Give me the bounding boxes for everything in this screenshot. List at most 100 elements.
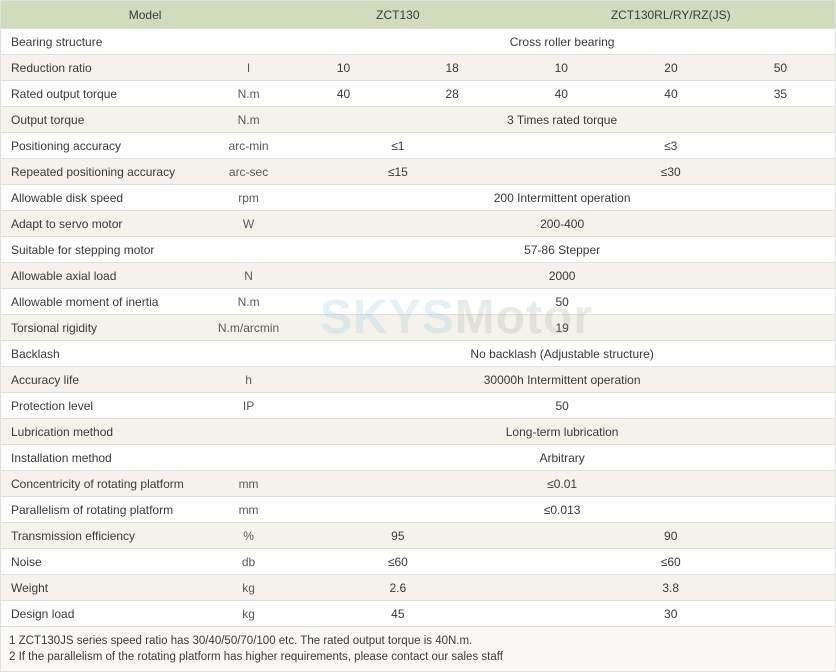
- table-row: Rated output torqueN.m4028404035: [1, 81, 836, 107]
- table-row: Backlash No backlash (Adjustable structur…: [1, 341, 836, 367]
- row-value: 200 Intermittent operation: [289, 185, 835, 211]
- row-value: ≤15: [289, 159, 506, 185]
- row-value: ≤1: [289, 133, 506, 159]
- row-value: 45: [289, 601, 506, 627]
- row-label: Installation method: [1, 445, 208, 471]
- row-value: ≤0.01: [289, 471, 835, 497]
- row-value: 20: [616, 55, 726, 81]
- row-unit: h: [208, 367, 289, 393]
- table-row: Allowable moment of inertiaN.m50: [1, 289, 836, 315]
- row-unit: [208, 29, 289, 55]
- row-unit: mm: [208, 497, 289, 523]
- row-label: Noise: [1, 549, 208, 575]
- row-value: No backlash (Adjustable structure): [289, 341, 835, 367]
- row-label: Transmission efficiency: [1, 523, 208, 549]
- row-value: 50: [289, 289, 835, 315]
- row-label: Suitable for stepping motor: [1, 237, 208, 263]
- table-row: Output torqueN.m3 Times rated torque: [1, 107, 836, 133]
- table-row: Lubrication methodLong-term lubrication: [1, 419, 836, 445]
- row-unit: W: [208, 211, 289, 237]
- table-row: Reduction ratioI1018102050: [1, 55, 836, 81]
- table-row: Concentricity of rotating platformmm≤0.0…: [1, 471, 836, 497]
- row-value: 57-86 Stepper: [289, 237, 835, 263]
- row-label: Repeated positioning accuracy: [1, 159, 208, 185]
- row-value: 10: [289, 55, 398, 81]
- row-value: 2.6: [289, 575, 506, 601]
- table-row: Accuracy lifeh30000h Intermittent operat…: [1, 367, 836, 393]
- row-value: 40: [616, 81, 726, 107]
- row-unit: mm: [208, 471, 289, 497]
- row-unit: arc-sec: [208, 159, 289, 185]
- row-unit: kg: [208, 575, 289, 601]
- row-label: Accuracy life: [1, 367, 208, 393]
- row-unit: N.m: [208, 107, 289, 133]
- table-header-row: Model ZCT130 ZCT130RL/RY/RZ(JS): [1, 1, 836, 29]
- row-label: Positioning accuracy: [1, 133, 208, 159]
- row-value: ≤60: [506, 549, 835, 575]
- row-value: 50: [289, 393, 835, 419]
- row-label: Allowable disk speed: [1, 185, 208, 211]
- row-unit: [208, 237, 289, 263]
- row-value: ≤3: [506, 133, 835, 159]
- table-row: Adapt to servo motorW200-400: [1, 211, 836, 237]
- table-row: Transmission efficiency%9590: [1, 523, 836, 549]
- row-value: 200-400: [289, 211, 835, 237]
- table-row: Positioning accuracyarc-min≤1≤3: [1, 133, 836, 159]
- row-value: 19: [289, 315, 835, 341]
- header-col2: ZCT130RL/RY/RZ(JS): [506, 1, 835, 29]
- table-row: Installation method Arbitrary: [1, 445, 836, 471]
- table-row: Design loadkg4530: [1, 601, 836, 627]
- row-value: 40: [289, 81, 398, 107]
- row-value: 2000: [289, 263, 835, 289]
- row-value: 30000h Intermittent operation: [289, 367, 835, 393]
- row-label: Rated output torque: [1, 81, 208, 107]
- row-label: Output torque: [1, 107, 208, 133]
- footnotes: 1 ZCT130JS series speed ratio has 30/40/…: [0, 627, 836, 672]
- row-unit: kg: [208, 601, 289, 627]
- row-label: Backlash: [1, 341, 208, 367]
- table-row: Allowable disk speedrpm200 Intermittent …: [1, 185, 836, 211]
- row-value: 35: [726, 81, 836, 107]
- row-value: 50: [726, 55, 836, 81]
- footnote-1: 1 ZCT130JS series speed ratio has 30/40/…: [9, 633, 827, 649]
- row-unit: I: [208, 55, 289, 81]
- table-row: Torsional rigidityN.m/arcmin19: [1, 315, 836, 341]
- row-unit: [208, 419, 289, 445]
- row-label: Allowable axial load: [1, 263, 208, 289]
- row-value: 10: [506, 55, 616, 81]
- table-row: Allowable axial loadN2000: [1, 263, 836, 289]
- row-unit: IP: [208, 393, 289, 419]
- row-value: 40: [506, 81, 616, 107]
- row-unit: N.m: [208, 289, 289, 315]
- row-value: 3 Times rated torque: [289, 107, 835, 133]
- header-model: Model: [1, 1, 290, 29]
- row-label: Concentricity of rotating platform: [1, 471, 208, 497]
- footnote-2: 2 If the parallelism of the rotating pla…: [9, 649, 827, 665]
- row-label: Design load: [1, 601, 208, 627]
- row-label: Protection level: [1, 393, 208, 419]
- table-row: Bearing structureCross roller bearing: [1, 29, 836, 55]
- row-value: ≤30: [506, 159, 835, 185]
- row-value: Arbitrary: [289, 445, 835, 471]
- row-unit: [208, 341, 289, 367]
- row-value: 3.8: [506, 575, 835, 601]
- table-row: Parallelism of rotating platformmm≤0.013: [1, 497, 836, 523]
- row-value: 90: [506, 523, 835, 549]
- row-label: Allowable moment of inertia: [1, 289, 208, 315]
- row-value: 18: [398, 55, 507, 81]
- row-label: Weight: [1, 575, 208, 601]
- row-value: ≤0.013: [289, 497, 835, 523]
- row-value: 30: [506, 601, 835, 627]
- table-row: Repeated positioning accuracyarc-sec≤15≤…: [1, 159, 836, 185]
- row-value: ≤60: [289, 549, 506, 575]
- table-row: Protection levelIP50: [1, 393, 836, 419]
- row-label: Adapt to servo motor: [1, 211, 208, 237]
- row-unit: %: [208, 523, 289, 549]
- row-value: Cross roller bearing: [289, 29, 835, 55]
- row-unit: N.m: [208, 81, 289, 107]
- row-unit: rpm: [208, 185, 289, 211]
- row-label: Reduction ratio: [1, 55, 208, 81]
- header-col1: ZCT130: [289, 1, 506, 29]
- row-unit: N.m/arcmin: [208, 315, 289, 341]
- table-row: Weightkg2.63.8: [1, 575, 836, 601]
